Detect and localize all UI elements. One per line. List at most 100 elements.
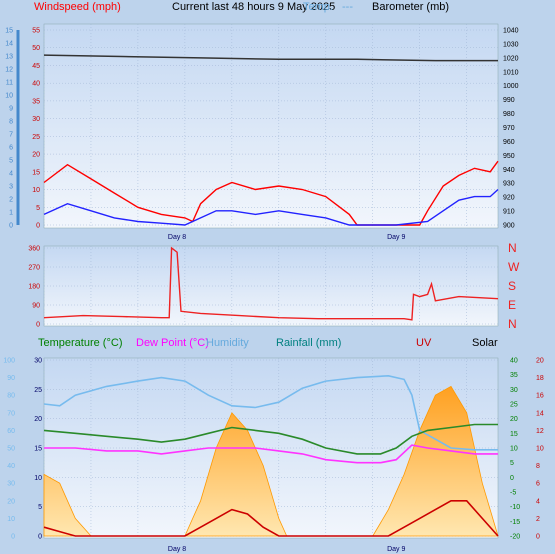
direction-tick-label: 0: [36, 322, 40, 329]
uv-tick-label: 10: [536, 446, 544, 453]
rainfall-tick-label: 30: [34, 358, 42, 365]
barometer-tick-label: 950: [503, 153, 515, 160]
beaufort-tick-label: 8: [9, 119, 13, 126]
barometer-tick-label: 1020: [503, 55, 519, 62]
direction-letter: S: [508, 279, 516, 293]
barometer-tick-label: 1040: [503, 28, 519, 35]
x-tick-label: Day 9: [387, 546, 405, 553]
beaufort-tick-label: 4: [9, 171, 13, 178]
windspeed-tick-label: 20: [32, 152, 40, 159]
uv-tick-label: 4: [536, 498, 540, 505]
beaufort-tick-label: 5: [9, 158, 13, 165]
rainfall-tick-label: 15: [34, 446, 42, 453]
temperature-series: [43, 423, 498, 455]
beaufort-tick-label: 14: [5, 41, 13, 48]
barometer-label: Barometer (mb): [372, 1, 449, 13]
barometer-tick-label: 910: [503, 209, 515, 216]
grid-lines: [43, 24, 498, 538]
beaufort-tick-label: 10: [5, 93, 13, 100]
direction-letter: W: [508, 260, 520, 274]
barometer-series: [43, 54, 498, 62]
temperature-tick-label: 30: [510, 387, 518, 394]
rainfall-tick-label: 20: [34, 416, 42, 423]
rainfall-label: Rainfall (mm): [276, 337, 341, 349]
humidity-tick-label: 30: [7, 481, 15, 488]
temperature-tick-label: 10: [510, 446, 518, 453]
humidity-tick-label: 0: [11, 534, 15, 541]
solar-label: Solar: [472, 337, 498, 349]
dew-point-series: [44, 444, 498, 464]
humidity-tick-label: 80: [7, 393, 15, 400]
barometer-tick-label: 1010: [503, 69, 519, 76]
direction-tick-label: 270: [28, 265, 40, 272]
series-lines: [43, 54, 499, 537]
windspeed-tick-label: 50: [32, 45, 40, 52]
barometer-tick-label: 990: [503, 97, 515, 104]
rainfall-tick-label: 10: [34, 475, 42, 482]
barometer-tick-label: 940: [503, 167, 515, 174]
windspeed-tick-label: 25: [32, 134, 40, 141]
barometer-tick-label: 920: [503, 195, 515, 202]
windspeed-tick-label: 40: [32, 81, 40, 88]
direction-letter: E: [508, 298, 516, 312]
rainfall-tick-label: 25: [34, 387, 42, 394]
humidity-tick-label: 40: [7, 463, 15, 470]
gust-series: [43, 160, 499, 226]
temperature-tick-label: -10: [510, 504, 520, 511]
windspeed-tick-label: 10: [32, 187, 40, 194]
uv-label: UV: [416, 337, 432, 349]
rainfall-tick-label: 0: [38, 534, 42, 541]
temperature-tick-label: -20: [510, 534, 520, 541]
uv-tick-label: 12: [536, 428, 544, 435]
windspeed-tick-label: 5: [36, 205, 40, 212]
humidity-tick-label: 90: [7, 375, 15, 382]
temp-dashes: ---: [342, 1, 353, 13]
direction-series: [43, 246, 499, 321]
windspeed-tick-label: 30: [32, 116, 40, 123]
beaufort-tick-label: 0: [9, 223, 13, 230]
direction-tick-label: 360: [28, 246, 40, 253]
beaufort-tick-label: 6: [9, 145, 13, 152]
uv-tick-label: 18: [536, 375, 544, 382]
temperature-tick-label: 35: [510, 372, 518, 379]
temperature-tick-label: 15: [510, 431, 518, 438]
direction-tick-label: 90: [32, 303, 40, 310]
barometer-tick-label: 970: [503, 125, 515, 132]
humidity-tick-label: 60: [7, 428, 15, 435]
humidity-tick-label: 10: [7, 516, 15, 523]
uv-tick-label: 8: [536, 463, 540, 470]
beaufort-tick-label: 3: [9, 184, 13, 191]
barometer-tick-label: 1030: [503, 41, 519, 48]
temperature-tick-label: -5: [510, 490, 516, 497]
x-tick-label: Day 8: [168, 546, 186, 553]
beaufort-tick-label: 2: [9, 197, 13, 204]
temperature-tick-label: 5: [510, 460, 514, 467]
temperature-tick-label: 40: [510, 358, 518, 365]
wind-panel-background: [43, 23, 499, 229]
temp-label: Temp.: [303, 1, 333, 13]
beaufort-tick-label: 9: [9, 106, 13, 113]
humidity-tick-label: 50: [7, 446, 15, 453]
uv-tick-label: 6: [536, 481, 540, 488]
uv-series: [43, 500, 499, 537]
chart-title: Current last 48 hours 9 May 2025: [172, 1, 335, 13]
beaufort-tick-label: 15: [5, 28, 13, 35]
humidity-label: Humidity: [206, 337, 249, 349]
windspeed-tick-label: 35: [32, 98, 40, 105]
uv-tick-label: 16: [536, 393, 544, 400]
uv-tick-label: 14: [536, 410, 544, 417]
barometer-tick-label: 930: [503, 181, 515, 188]
x-tick-label: Day 9: [387, 234, 405, 241]
beaufort-tick-label: 12: [5, 67, 13, 74]
windspeed-tick-label: 0: [36, 223, 40, 230]
temperature-tick-label: 25: [510, 402, 518, 409]
uv-tick-label: 20: [536, 358, 544, 365]
direction-letter: N: [508, 241, 517, 255]
beaufort-tick-label: 1: [9, 210, 13, 217]
windspeed-tick-label: 15: [32, 169, 40, 176]
temperature-tick-label: 0: [510, 475, 514, 482]
rainfall-tick-label: 5: [38, 504, 42, 511]
